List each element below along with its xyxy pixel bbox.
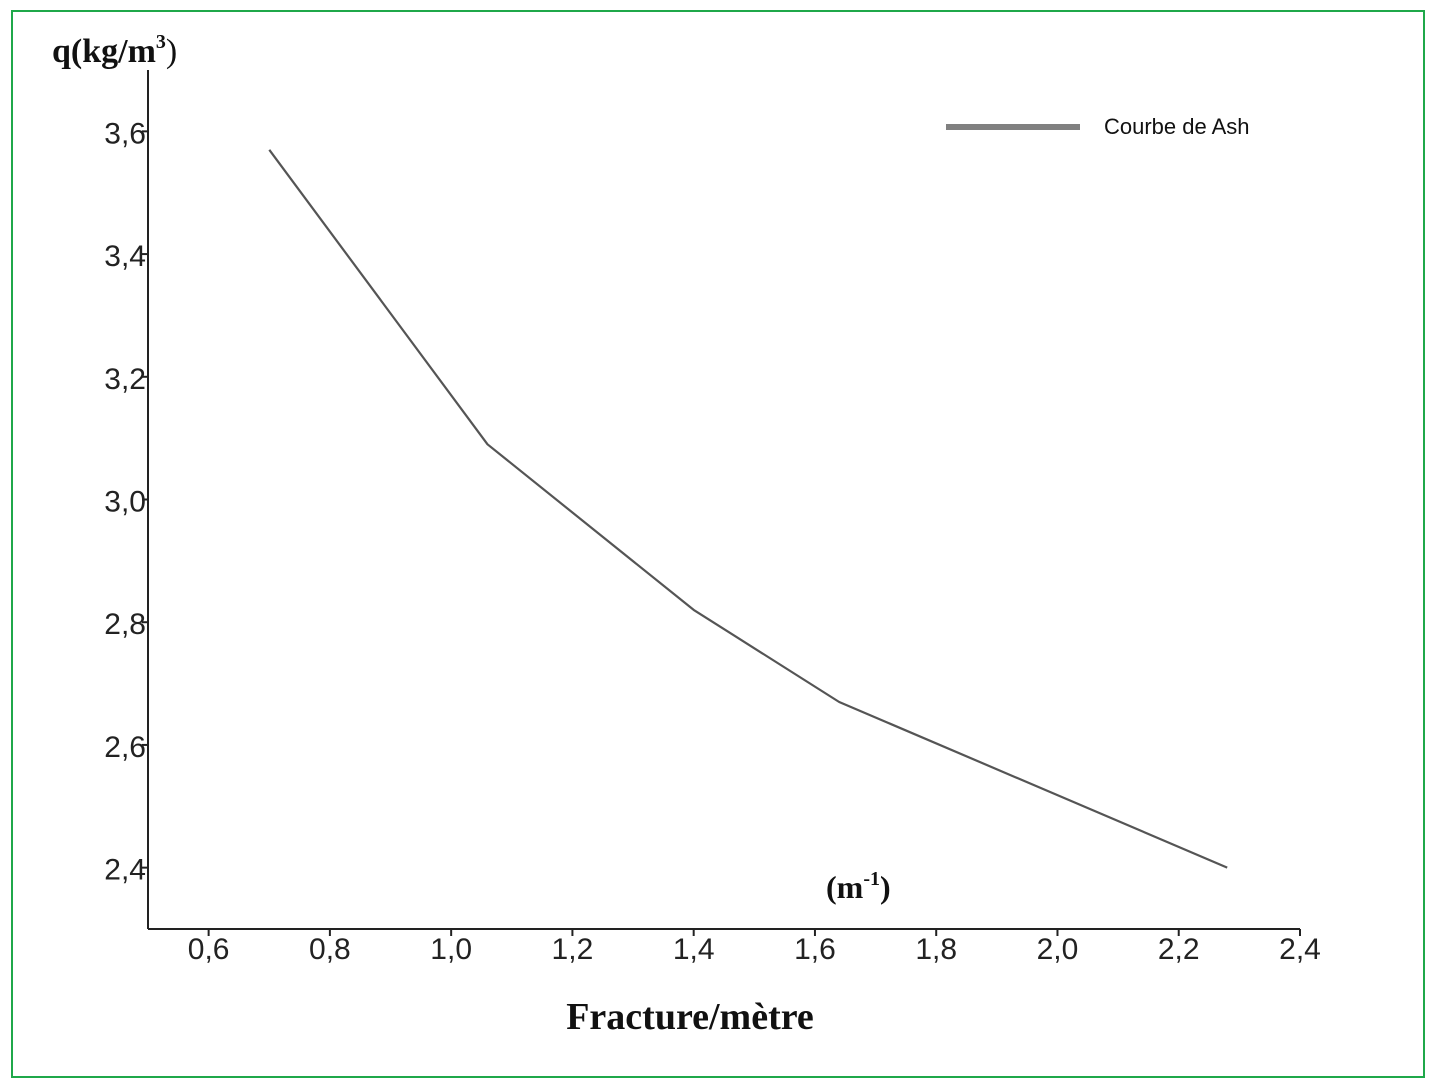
- x-unit-label: (m-1): [826, 868, 891, 905]
- y-tick-label: 3,2: [104, 363, 146, 396]
- x-tick-label: 1,6: [794, 933, 836, 966]
- x-tick-label: 1,4: [673, 933, 715, 966]
- series-line-courbe-de-ash: [268, 149, 1228, 869]
- x-unit-text: (m: [826, 869, 864, 905]
- y-tick-label: 2,4: [104, 854, 146, 887]
- x-tick-label: 1,0: [430, 933, 472, 966]
- y-tick-label: 3,4: [104, 240, 146, 273]
- x-unit-sup: -1: [863, 868, 880, 890]
- y-unit-symbol: q: [52, 33, 71, 70]
- x-tick-group: 0,6 0,8 1,0 1,2 1,4 1,6 1,8 2,0 2,2 2,4: [188, 929, 1321, 966]
- y-tick-label: 3,6: [104, 117, 146, 150]
- x-tick-label: 2,4: [1279, 933, 1321, 966]
- chart-frame: [11, 10, 1425, 1078]
- legend-label: Courbe de Ash: [1104, 114, 1250, 139]
- y-axis-title: q(kg/m3): [52, 31, 177, 70]
- y-tick-label: 2,8: [104, 608, 146, 641]
- x-tick-label: 2,0: [1037, 933, 1079, 966]
- x-tick-label: 1,8: [915, 933, 957, 966]
- y-tick-label: 3,0: [104, 486, 146, 519]
- y-tick-group: 2,4 2,6 2,8 3,0 3,2 3,4 3,6: [104, 117, 148, 887]
- y-axis-label-close: ): [166, 33, 177, 70]
- x-tick-label: 1,2: [552, 933, 594, 966]
- y-axis-label-sup: 3: [156, 31, 166, 53]
- legend: Courbe de Ash: [946, 114, 1250, 139]
- x-tick-label: 0,6: [188, 933, 230, 966]
- x-tick-label: 0,8: [309, 933, 351, 966]
- x-axis-title: Fracture/mètre: [566, 996, 814, 1038]
- y-tick-label: 2,6: [104, 731, 146, 764]
- x-tick-label: 2,2: [1158, 933, 1200, 966]
- x-unit-close: ): [880, 869, 891, 905]
- y-axis-label: (kg/m: [71, 33, 156, 70]
